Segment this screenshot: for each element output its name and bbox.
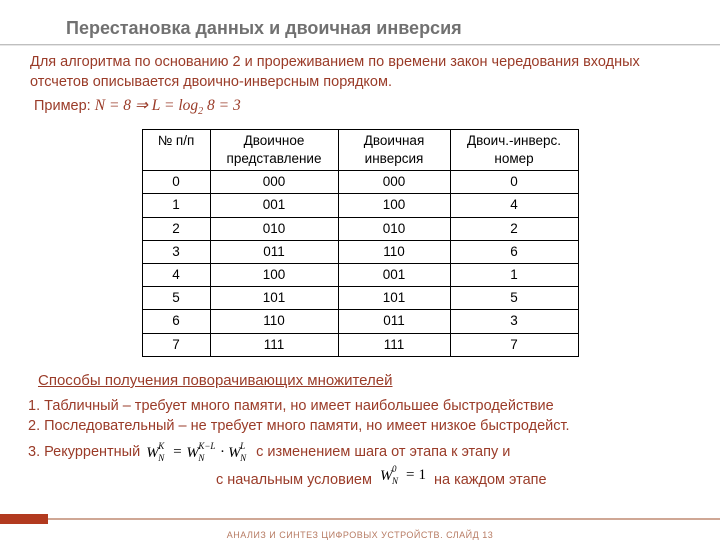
table-cell: 5 <box>450 287 578 310</box>
table-cell: 100 <box>338 194 450 217</box>
table-cell: 010 <box>210 217 338 240</box>
footer-accent <box>0 514 48 524</box>
table-cell: 6 <box>450 240 578 263</box>
table-cell: 5 <box>142 287 210 310</box>
table-row: 41000011 <box>142 264 578 287</box>
table-cell: 101 <box>210 287 338 310</box>
w3-sup: L <box>240 440 245 452</box>
method-3-continuation: с начальным условием WN0 = 1 на каждом э… <box>216 465 692 491</box>
table-cell: 000 <box>338 171 450 194</box>
m3-each-stage: на каждом этапе <box>434 472 547 488</box>
w-term-2: WNK−L <box>186 443 216 461</box>
init-eq: = <box>406 465 414 485</box>
table-cell: 4 <box>142 264 210 287</box>
table-cell: 000 <box>210 171 338 194</box>
w2-sup: K−L <box>198 440 220 452</box>
table-cell: 6 <box>142 310 210 333</box>
table-cell: 010 <box>338 217 450 240</box>
table-cell: 2 <box>450 217 578 240</box>
table-row: 00000000 <box>142 171 578 194</box>
table-cell: 1 <box>450 264 578 287</box>
intro-paragraph: Для алгоритма по основанию 2 и прорежива… <box>30 53 692 92</box>
table-cell: 011 <box>338 310 450 333</box>
table-cell: 3 <box>142 240 210 263</box>
bit-reversal-table: № п/пДвоичноеДвоичнаяДвоич.-инверс. пред… <box>142 129 579 357</box>
table-cell: 101 <box>338 287 450 310</box>
w-term-1: WNK <box>146 443 168 461</box>
init-one: 1 <box>418 465 426 485</box>
method-3-label: 3. Рекуррентный <box>28 443 140 463</box>
table-cell: 100 <box>210 264 338 287</box>
table-header-cell: представление <box>210 150 338 171</box>
example-label: Пример: <box>34 98 95 114</box>
example-line: Пример: N = 8 ⇒ L = log2 8 = 3 <box>34 96 692 119</box>
table-cell: 4 <box>450 194 578 217</box>
w-term-3: WNL <box>228 443 250 461</box>
table-cell: 001 <box>338 264 450 287</box>
w-init: WN0 <box>380 466 402 484</box>
formula-dot: · <box>220 442 224 462</box>
slide: Перестановка данных и двоичная инверсия … <box>0 0 720 540</box>
example-math: N = 8 ⇒ L = log2 8 = 3 <box>95 97 241 114</box>
table-header-cell: Двоич.-инверс. <box>450 129 578 150</box>
table-row: 61100113 <box>142 310 578 333</box>
table-cell: 7 <box>450 333 578 356</box>
method-3-tail: с изменением шага от этапа к этапу и <box>256 443 510 463</box>
table-row: 71111117 <box>142 333 578 356</box>
slide-title: Перестановка данных и двоичная инверсия <box>66 18 692 39</box>
recurrence-formula: WNK = WNK−L · WNL <box>146 442 250 462</box>
table-row: 30111106 <box>142 240 578 263</box>
body: Для алгоритма по основанию 2 и прорежива… <box>28 53 692 490</box>
method-3-line: 3. Рекуррентный WNK = WNK−L · WNL с изме… <box>28 442 692 462</box>
table-header-cell: номер <box>450 150 578 171</box>
table-cell: 2 <box>142 217 210 240</box>
methods-list: 1. Табличный – требует много памяти, но … <box>28 397 692 490</box>
table-header-cell: Двоичное <box>210 129 338 150</box>
table-cell: 0 <box>450 171 578 194</box>
table-cell: 3 <box>450 310 578 333</box>
initial-condition-formula: WN0 = 1 <box>380 465 426 485</box>
m3-cond-label: с начальным условием <box>216 472 372 488</box>
w-init-sup: 0 <box>392 463 397 475</box>
table-header-row-2: представлениеинверсияномер <box>142 150 578 171</box>
formula-eq: = <box>172 442 182 462</box>
title-divider <box>0 44 720 45</box>
table-head: № п/пДвоичноеДвоичнаяДвоич.-инверс. пред… <box>142 129 578 170</box>
footer-band <box>0 514 720 524</box>
table-cell: 111 <box>338 333 450 356</box>
table-cell: 0 <box>142 171 210 194</box>
table-cell: 110 <box>210 310 338 333</box>
method-1: 1. Табличный – требует много памяти, но … <box>28 397 692 417</box>
table-header-row-1: № п/пДвоичноеДвоичнаяДвоич.-инверс. <box>142 129 578 150</box>
section-subtitle: Способы получения поворачивающих множите… <box>38 371 692 391</box>
w1-sup: K <box>158 440 164 452</box>
table-header-cell: Двоичная <box>338 129 450 150</box>
footer-line <box>0 518 720 520</box>
table-cell: 011 <box>210 240 338 263</box>
table-cell: 7 <box>142 333 210 356</box>
footer-text: АНАЛИЗ И СИНТЕЗ ЦИФРОВЫХ УСТРОЙСТВ. СЛАЙ… <box>0 530 720 540</box>
table-header-cell: № п/п <box>142 129 210 150</box>
table-row: 10011004 <box>142 194 578 217</box>
example-math-main: N = 8 ⇒ L = log <box>95 97 198 114</box>
example-math-tail: 8 = 3 <box>203 97 241 114</box>
table-row: 51011015 <box>142 287 578 310</box>
table-cell: 001 <box>210 194 338 217</box>
table-header-cell <box>142 150 210 171</box>
table-row: 20100102 <box>142 217 578 240</box>
table-cell: 111 <box>210 333 338 356</box>
table-body: 0000000010011004201001023011110641000011… <box>142 171 578 357</box>
table-cell: 1 <box>142 194 210 217</box>
method-2: 2. Последовательный – не требует много п… <box>28 417 692 437</box>
table-cell: 110 <box>338 240 450 263</box>
table-header-cell: инверсия <box>338 150 450 171</box>
